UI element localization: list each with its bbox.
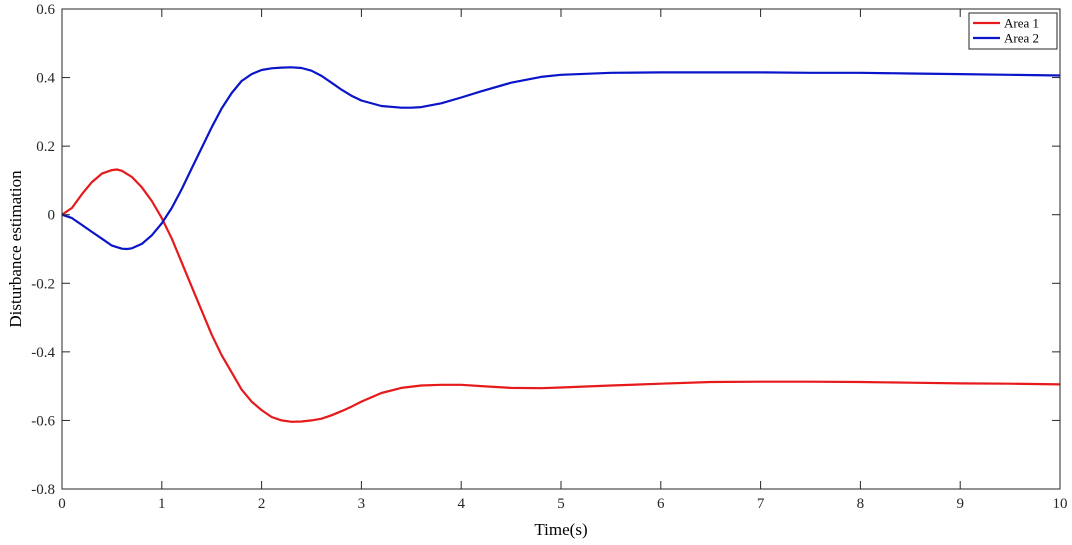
y-tick-label: -0.8 [31, 482, 55, 498]
y-tick-label: 0.2 [36, 139, 55, 155]
x-tick-label: 2 [258, 496, 266, 512]
x-tick-label: 7 [757, 496, 765, 512]
x-tick-label: 5 [557, 496, 565, 512]
series-line-2 [61, 66, 1061, 251]
y-axis-label: Disturbance estimation [6, 170, 25, 328]
y-tick-label: -0.6 [31, 413, 55, 429]
x-tick-label: 3 [358, 496, 366, 512]
y-tick-label: 0.6 [36, 2, 55, 18]
x-tick-label: 0 [58, 496, 66, 512]
axes-box [61, 8, 1061, 490]
x-tick-label: 6 [657, 496, 665, 512]
y-tick-label: 0 [48, 208, 56, 224]
series-line-1 [61, 168, 1061, 423]
legend-label: Area 2 [1004, 31, 1039, 46]
x-tick-label: 9 [956, 496, 964, 512]
legend-label: Area 1 [1004, 16, 1039, 31]
x-tick-label: 1 [158, 496, 166, 512]
x-axis-label: Time(s) [534, 520, 587, 539]
y-tick-label: 0.4 [36, 71, 55, 87]
axes: 0 1 2 3 4 5 6 7 8 9 10 -0.8 -0.6 -0.4 -0.2 0 0.2 0.4 0.6 [31, 2, 1067, 512]
legend-box [968, 12, 1058, 50]
plot-area [61, 66, 1061, 423]
x-tick-label: 8 [857, 496, 865, 512]
x-tick-label: 4 [457, 496, 465, 512]
x-tick-label: 10 [1053, 496, 1068, 512]
y-tick-label: -0.4 [31, 345, 55, 361]
y-tick-label: -0.2 [31, 276, 55, 292]
